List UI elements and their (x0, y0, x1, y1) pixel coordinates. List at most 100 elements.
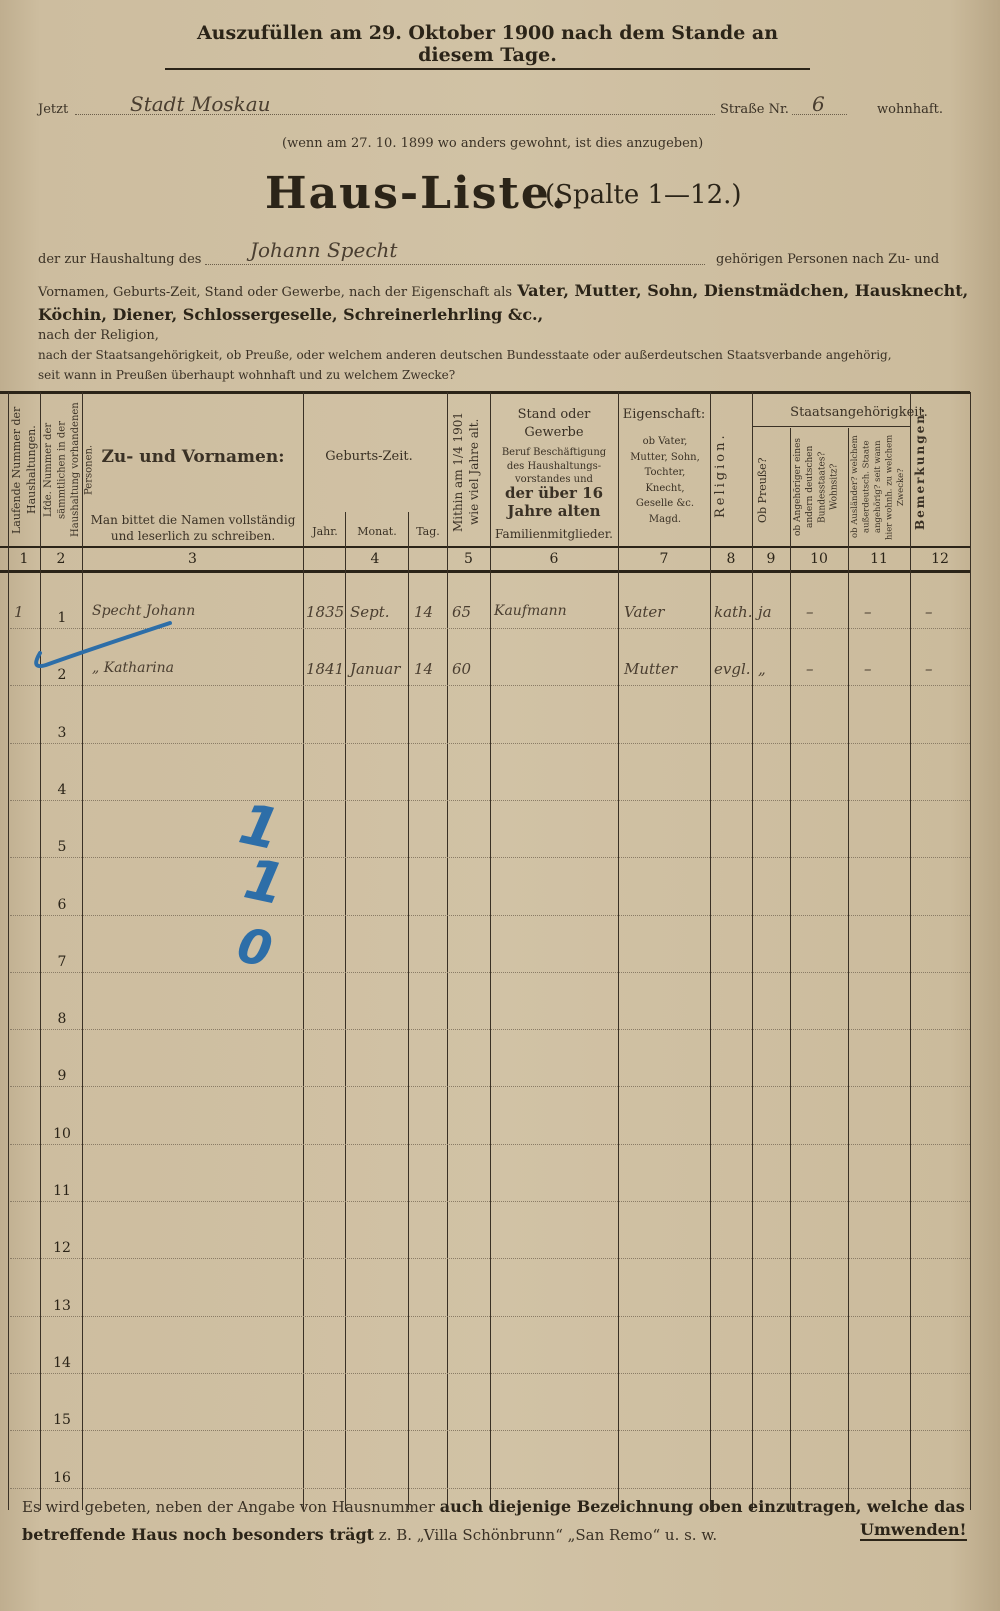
header-col3-note: Man bittet die Namen vollständig und les… (90, 513, 296, 544)
row-number: 13 (53, 1297, 71, 1314)
household-line (205, 264, 705, 265)
col10-divider (790, 428, 791, 548)
intro-line-2: Vornamen, Geburts-Zeit, Stand oder Gewer… (38, 285, 513, 300)
entry-c11: – (864, 603, 872, 621)
row-dotted-line (10, 1029, 970, 1031)
row-number: 2 (57, 667, 67, 684)
entry-c11: – (864, 660, 872, 679)
row-number: 12 (53, 1240, 71, 1257)
header-staatsangehoerigkeit: Staatsangehörigkeit. (790, 405, 928, 420)
entry-monat: Januar (350, 660, 401, 679)
row-dotted-line (10, 628, 970, 629)
column-number: 11 (870, 551, 888, 567)
header-tag: Tag. (416, 525, 440, 538)
header-col7-title: Eigenschaft: (622, 407, 706, 422)
entry-c12: – (925, 660, 933, 679)
row-number: 10 (53, 1125, 71, 1142)
entry-tag: 14 (414, 603, 434, 621)
row-number: 16 (53, 1469, 71, 1486)
page-title: Haus-Liste. (265, 168, 569, 219)
row-number: 6 (57, 896, 67, 913)
row-number: 4 (57, 781, 67, 798)
row-number: 7 (57, 953, 67, 970)
header-col2: Lfde. Nummer der sämmtlichen in der Haus… (43, 402, 95, 538)
header-col9: Ob Preuße? (756, 457, 769, 523)
column-number: 10 (810, 551, 828, 567)
row-number: 11 (53, 1183, 71, 1199)
column-divider (910, 392, 911, 1510)
row-dotted-line (10, 857, 970, 859)
entry-monat: Sept. (350, 603, 390, 621)
strasse-line (792, 114, 847, 115)
column-divider (303, 392, 304, 1510)
col11-divider (848, 428, 849, 548)
intro-line-2-bold: Vater, Mutter, Sohn, Dienstmädchen, Haus… (517, 281, 969, 300)
header-jahr: Jahr. (312, 525, 338, 538)
footer-normal-1: Es wird gebeten, neben der Angabe von Ha… (22, 1498, 435, 1516)
intro-line-4: nach der Religion, (38, 328, 159, 343)
household-prefix: der zur Haushaltung des (38, 252, 202, 267)
row-number: 8 (57, 1011, 67, 1028)
row-dotted-line (10, 799, 970, 801)
row-dotted-line (10, 971, 970, 973)
row-dotted-line (10, 742, 970, 744)
column-divider (408, 548, 409, 1510)
header-col4-title: Geburts-Zeit. (325, 449, 413, 464)
column-number: 6 (549, 551, 559, 567)
intro-line-5: nach der Staatsangehörigkeit, ob Preuße,… (38, 348, 892, 362)
household-suffix: gehörigen Personen nach Zu- und (716, 252, 940, 267)
row-dotted-line (10, 1315, 970, 1317)
row-dotted-line (10, 1487, 970, 1489)
column-number: 4 (370, 551, 380, 567)
row-dotted-line (10, 1143, 970, 1145)
monat-tag-divider (408, 512, 409, 548)
entry-name: Specht Johann (92, 603, 196, 619)
form-instruction: Auszufüllen am 29. Oktober 1900 nach dem… (165, 22, 810, 70)
header-col10: ob Angehöriger eines andern deutschen Bu… (793, 438, 840, 537)
intro-line-6: seit wann in Preußen überhaupt wohnhaft … (38, 368, 456, 382)
row-dotted-line (10, 1086, 970, 1088)
column-divider (82, 392, 83, 1510)
row-number: 5 (57, 839, 67, 856)
page-subtitle: (Spalte 1—12.) (545, 180, 742, 210)
header-col3-title: Zu- und Vornamen: (101, 447, 285, 467)
row-number: 15 (53, 1412, 71, 1429)
entry-alter: 65 (452, 603, 472, 621)
jetzt-line (75, 114, 715, 115)
row-dotted-line (10, 1430, 970, 1432)
column-number: 9 (766, 551, 776, 567)
column-divider (790, 548, 791, 1510)
household-value: Johann Specht (250, 238, 398, 262)
column-divider (752, 392, 753, 1510)
header-col6-b: Beruf Beschäftigung des Haushaltungs-vor… (501, 447, 607, 485)
header-col8: Religion. (713, 432, 728, 518)
entry-jahr: 1835 (306, 603, 345, 621)
column-divider (710, 392, 711, 1510)
column-divider (970, 392, 971, 1510)
entry-religion: kath. (714, 603, 753, 621)
column-number: 1 (19, 551, 29, 567)
entry-religion: evgl. (714, 660, 751, 679)
row-number: 9 (57, 1068, 67, 1085)
row-dotted-line (10, 914, 970, 916)
blue-check-mark-icon (34, 621, 172, 669)
header-col7-note: ob Vater, Mutter, Sohn, Tochter, Knecht,… (630, 436, 700, 525)
header-bottom-rule (0, 546, 970, 548)
column-divider (618, 392, 619, 1510)
entry-preusse: „ (758, 660, 766, 679)
entry-jahr: 1841 (306, 660, 345, 679)
strasse-label: Straße Nr. (720, 102, 789, 117)
entry-alter: 60 (452, 660, 472, 679)
table-top-rule (0, 391, 970, 394)
footer-note: Es wird gebeten, neben der Angabe von Ha… (22, 1493, 967, 1549)
entry-tag: 14 (414, 660, 434, 679)
row-dotted-line (10, 1372, 970, 1374)
row-number: 14 (53, 1354, 71, 1371)
footer-bold-2: betreffende Haus noch besonders trägt (22, 1525, 375, 1544)
jetzt-label: Jetzt (38, 102, 69, 117)
column-divider (40, 392, 41, 1510)
row-dotted-line (10, 1201, 970, 1202)
header-col12: Bemerkungen. (913, 406, 927, 530)
entry-c12: – (925, 603, 933, 621)
row-dotted-line (10, 685, 970, 687)
